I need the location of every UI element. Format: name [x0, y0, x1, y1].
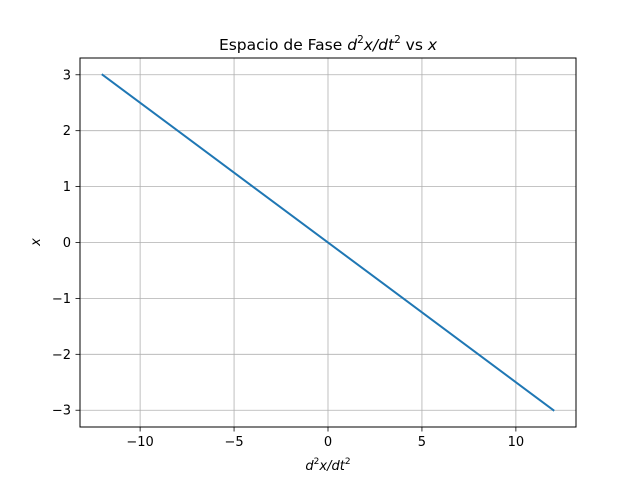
chart-title: Espacio de Fase d2x/dt2 vs x	[219, 34, 438, 54]
title-d: d	[347, 36, 357, 54]
series-lines	[101, 73, 555, 412]
y-axis-label: x	[29, 238, 44, 247]
title-xdt: x/dt	[363, 36, 395, 54]
x-tick-label: 10	[508, 435, 525, 450]
y-tick-label: 2	[63, 124, 71, 139]
x-tick-label: 0	[324, 435, 332, 450]
x-tick-label: 5	[418, 435, 426, 450]
title-exp-a: 2	[357, 34, 364, 46]
x-tick-label: −5	[224, 435, 243, 450]
x-tick-label: −10	[126, 435, 153, 450]
xlabel-d: d	[305, 459, 314, 474]
title-exp-b: 2	[394, 34, 401, 46]
x-axis-label: d2x/dt2	[305, 457, 350, 474]
title-prefix: Espacio de Fase	[219, 36, 347, 54]
series-line	[101, 73, 555, 412]
y-tick-label: 3	[63, 68, 71, 83]
title-vs: vs	[401, 36, 428, 54]
y-tick-label: −1	[52, 292, 71, 307]
y-tick-label: −3	[52, 404, 71, 419]
xlabel-exp-b: 2	[345, 457, 351, 467]
y-tick-label: 1	[63, 180, 71, 195]
y-tick-label: −2	[52, 348, 71, 363]
y-tick-label: 0	[63, 236, 71, 251]
xlabel-exp-a: 2	[314, 457, 320, 467]
title-x: x	[427, 36, 438, 54]
xlabel-xdt: x/dt	[318, 459, 345, 474]
